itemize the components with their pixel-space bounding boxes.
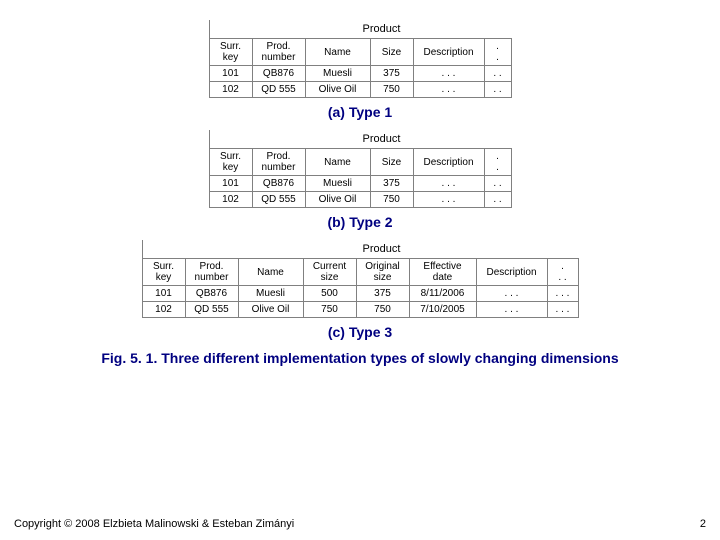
col-header: .. . [547,259,578,286]
table-cell: . . . [413,82,484,98]
table-cell: . . . [476,286,547,302]
table-cell: 500 [303,286,356,302]
caption-c: (c) Type 3 [0,324,720,340]
table-cell: . . [484,66,511,82]
table-cell: QD 555 [252,192,305,208]
table-cell: QB876 [252,176,305,192]
col-header: Surr.key [209,39,252,66]
col-header: Name [305,149,370,176]
table-cell: 101 [209,176,252,192]
figure-caption: Fig. 5. 1. Three different implementatio… [0,350,720,366]
col-header: Description [413,149,484,176]
table-cell: . . [484,192,511,208]
table-cell: . . [484,176,511,192]
table-cell: 101 [209,66,252,82]
table-b: ProductSurr.keyProd.numberNameSizeDescri… [209,130,512,208]
table-row: 101QB876Muesli375. . .. . [209,176,511,192]
caption-a: (a) Type 1 [0,104,720,120]
table-c: ProductSurr.keyProd.numberNameCurrentsiz… [142,240,579,318]
table-row: 102QD 555Olive Oil750. . .. . [209,192,511,208]
table-cell: QD 555 [252,82,305,98]
table-row: 101QB876Muesli5003758/11/2006. . .. . . [142,286,578,302]
table-cell: 102 [142,302,185,318]
col-header: .. [484,149,511,176]
table-cell: 102 [209,82,252,98]
col-header: Prod.number [252,39,305,66]
table-cell: Muesli [305,176,370,192]
col-header: Size [370,149,413,176]
table-cell: . . . [547,302,578,318]
col-header: Prod.number [252,149,305,176]
col-header: Currentsize [303,259,356,286]
table-cell: . . . [413,192,484,208]
table-c-wrap: ProductSurr.keyProd.numberNameCurrentsiz… [0,240,720,318]
table-cell: . . . [547,286,578,302]
col-header: Name [305,39,370,66]
table-cell: 7/10/2005 [409,302,476,318]
col-header: Originalsize [356,259,409,286]
table-cell: Olive Oil [238,302,303,318]
table-cell: . . . [476,302,547,318]
table-cell: Muesli [238,286,303,302]
table-cell: QD 555 [185,302,238,318]
col-header: Surr.key [209,149,252,176]
col-header: Description [413,39,484,66]
table-cell: . . [484,82,511,98]
table-cell: Olive Oil [305,82,370,98]
col-header: Description [476,259,547,286]
copyright-text: Copyright © 2008 Elzbieta Malinowski & E… [14,518,294,530]
table-cell: 102 [209,192,252,208]
col-header: Prod.number [185,259,238,286]
table-row: 102QD 555Olive Oil7507507/10/2005. . .. … [142,302,578,318]
table-cell: Olive Oil [305,192,370,208]
table-cell: 8/11/2006 [409,286,476,302]
table-a-wrap: ProductSurr.keyProd.numberNameSizeDescri… [0,20,720,98]
table-cell: 375 [370,66,413,82]
page-number: 2 [700,518,706,530]
table-cell: 750 [370,192,413,208]
table-cell: QB876 [252,66,305,82]
table-cell: 750 [356,302,409,318]
table-cell: 750 [303,302,356,318]
slide-page: ProductSurr.keyProd.numberNameSizeDescri… [0,0,720,540]
table-cell: 750 [370,82,413,98]
table-cell: 101 [142,286,185,302]
table-cell: 375 [370,176,413,192]
table-cell: . . . [413,176,484,192]
col-header: Name [238,259,303,286]
table-row: 101QB876Muesli375. . .. . [209,66,511,82]
table-row: 102QD 555Olive Oil750. . .. . [209,82,511,98]
table-cell: Muesli [305,66,370,82]
caption-b: (b) Type 2 [0,214,720,230]
table-cell: . . . [413,66,484,82]
col-header: .. [484,39,511,66]
col-header: Effectivedate [409,259,476,286]
table-b-wrap: ProductSurr.keyProd.numberNameSizeDescri… [0,130,720,208]
table-a: ProductSurr.keyProd.numberNameSizeDescri… [209,20,512,98]
table-cell: QB876 [185,286,238,302]
footer: Copyright © 2008 Elzbieta Malinowski & E… [14,518,706,530]
col-header: Surr.key [142,259,185,286]
col-header: Size [370,39,413,66]
table-cell: 375 [356,286,409,302]
